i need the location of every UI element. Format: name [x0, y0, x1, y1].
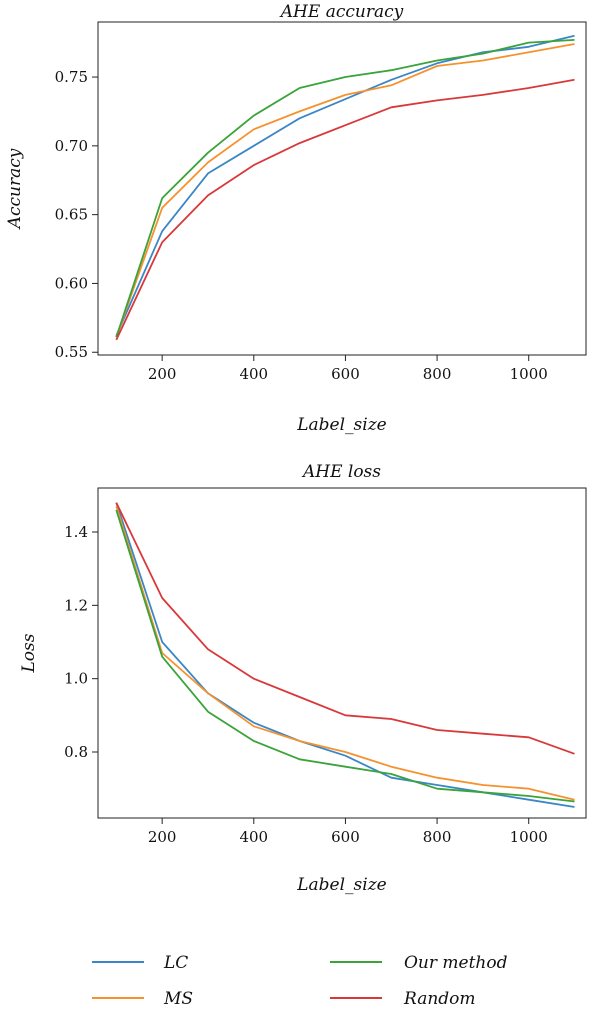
x-tick-label: 1000 — [510, 828, 548, 846]
y-axis-label: Loss — [19, 633, 39, 673]
x-tick-label: 200 — [148, 828, 177, 846]
x-tick-label: 1000 — [510, 365, 548, 383]
legend-item: Random — [330, 989, 476, 1009]
y-tick-label: 1.2 — [64, 596, 88, 614]
x-tick-label: 600 — [331, 365, 360, 383]
legend-item: Our method — [330, 953, 508, 973]
y-tick-label: 0.75 — [55, 68, 88, 86]
x-axis-label: Label_size — [296, 415, 386, 435]
series-line-random — [115, 78, 575, 341]
plot-frame — [97, 487, 587, 819]
x-tick-label: 400 — [239, 365, 268, 383]
plot-frame — [97, 21, 587, 356]
series-line-our-method — [115, 39, 575, 338]
y-tick-label: 1.0 — [64, 670, 88, 688]
series-line-ms — [115, 506, 575, 801]
x-tick-label: 800 — [423, 365, 452, 383]
legend-label: Our method — [404, 953, 508, 973]
x-tick-label: 600 — [331, 828, 360, 846]
legend-item: LC — [92, 953, 188, 973]
x-tick-label: 200 — [148, 365, 177, 383]
y-tick-label: 0.8 — [64, 743, 88, 761]
series-line-our-method — [115, 509, 575, 803]
series-line-ms — [115, 43, 575, 338]
x-tick-label: 800 — [423, 828, 452, 846]
y-axis-label: Accuracy — [5, 148, 25, 230]
y-tick-label: 0.60 — [55, 274, 88, 292]
y-tick-label: 0.70 — [55, 137, 88, 155]
y-tick-label: 0.55 — [55, 343, 88, 361]
chart-1: AHE accuracy Label_size Accuracy 200 400 600 8… — [5, 2, 587, 435]
x-axis-label: Label_size — [296, 875, 386, 895]
chart-title: AHE loss — [301, 462, 381, 482]
y-tick-label: 1.4 — [64, 523, 88, 541]
legend-label: Random — [403, 989, 476, 1009]
series-line-lc — [115, 502, 575, 808]
legend-item: MS — [92, 989, 193, 1009]
y-tick-label: 0.65 — [55, 206, 88, 224]
chart-2: AHE loss Label_size Loss 200 400 600 800 1000 0.… — [19, 462, 587, 895]
legend-label: LC — [163, 953, 188, 973]
x-tick-label: 400 — [239, 828, 268, 846]
chart-title: AHE accuracy — [279, 2, 404, 22]
series-line-random — [115, 502, 575, 755]
legend-label: MS — [163, 989, 193, 1009]
legend: LC Our method MS Random — [92, 953, 508, 1009]
